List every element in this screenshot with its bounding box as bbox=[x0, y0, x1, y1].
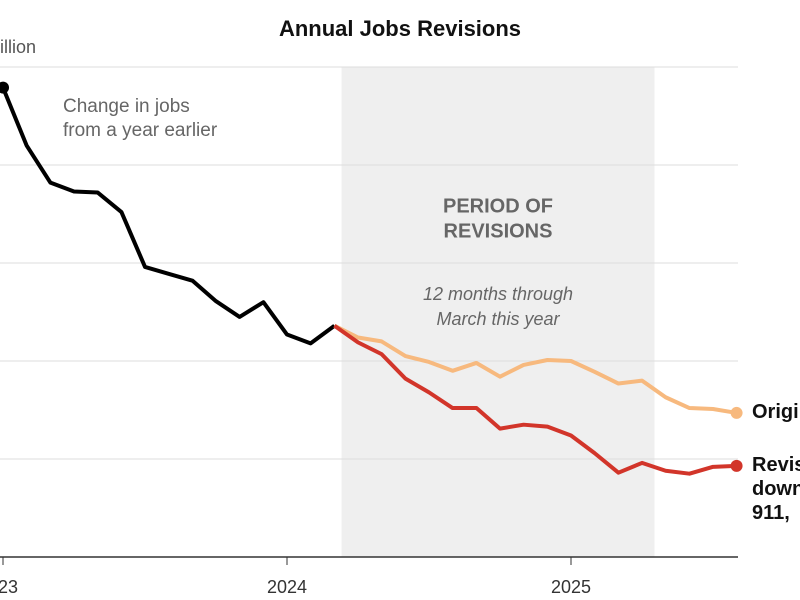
series-label: Revis bbox=[752, 454, 800, 476]
x-tick-label: 023 bbox=[0, 577, 18, 597]
line bbox=[333, 323, 737, 415]
shade-note: March this year bbox=[436, 309, 560, 329]
line bbox=[1, 86, 336, 346]
unit-label: illion bbox=[0, 37, 36, 57]
chart-title: Annual Jobs Revisions bbox=[279, 16, 521, 41]
end-dot bbox=[730, 459, 743, 472]
annotation: from a year earlier bbox=[63, 120, 218, 141]
x-tick-label: 2025 bbox=[551, 577, 591, 597]
end-dot bbox=[730, 406, 743, 419]
shade-label: PERIOD OF bbox=[443, 195, 553, 217]
line bbox=[333, 324, 737, 476]
series-label: Origi bbox=[752, 401, 799, 423]
series-label: 911, bbox=[752, 502, 790, 524]
end-dot bbox=[0, 81, 10, 94]
shade-label: REVISIONS bbox=[444, 220, 553, 242]
series-label: down bbox=[752, 478, 800, 500]
revision-period bbox=[341, 67, 655, 557]
annotation: Change in jobs bbox=[63, 96, 190, 117]
shade-note: 12 months through bbox=[423, 284, 573, 304]
x-tick-label: 2024 bbox=[267, 577, 307, 597]
